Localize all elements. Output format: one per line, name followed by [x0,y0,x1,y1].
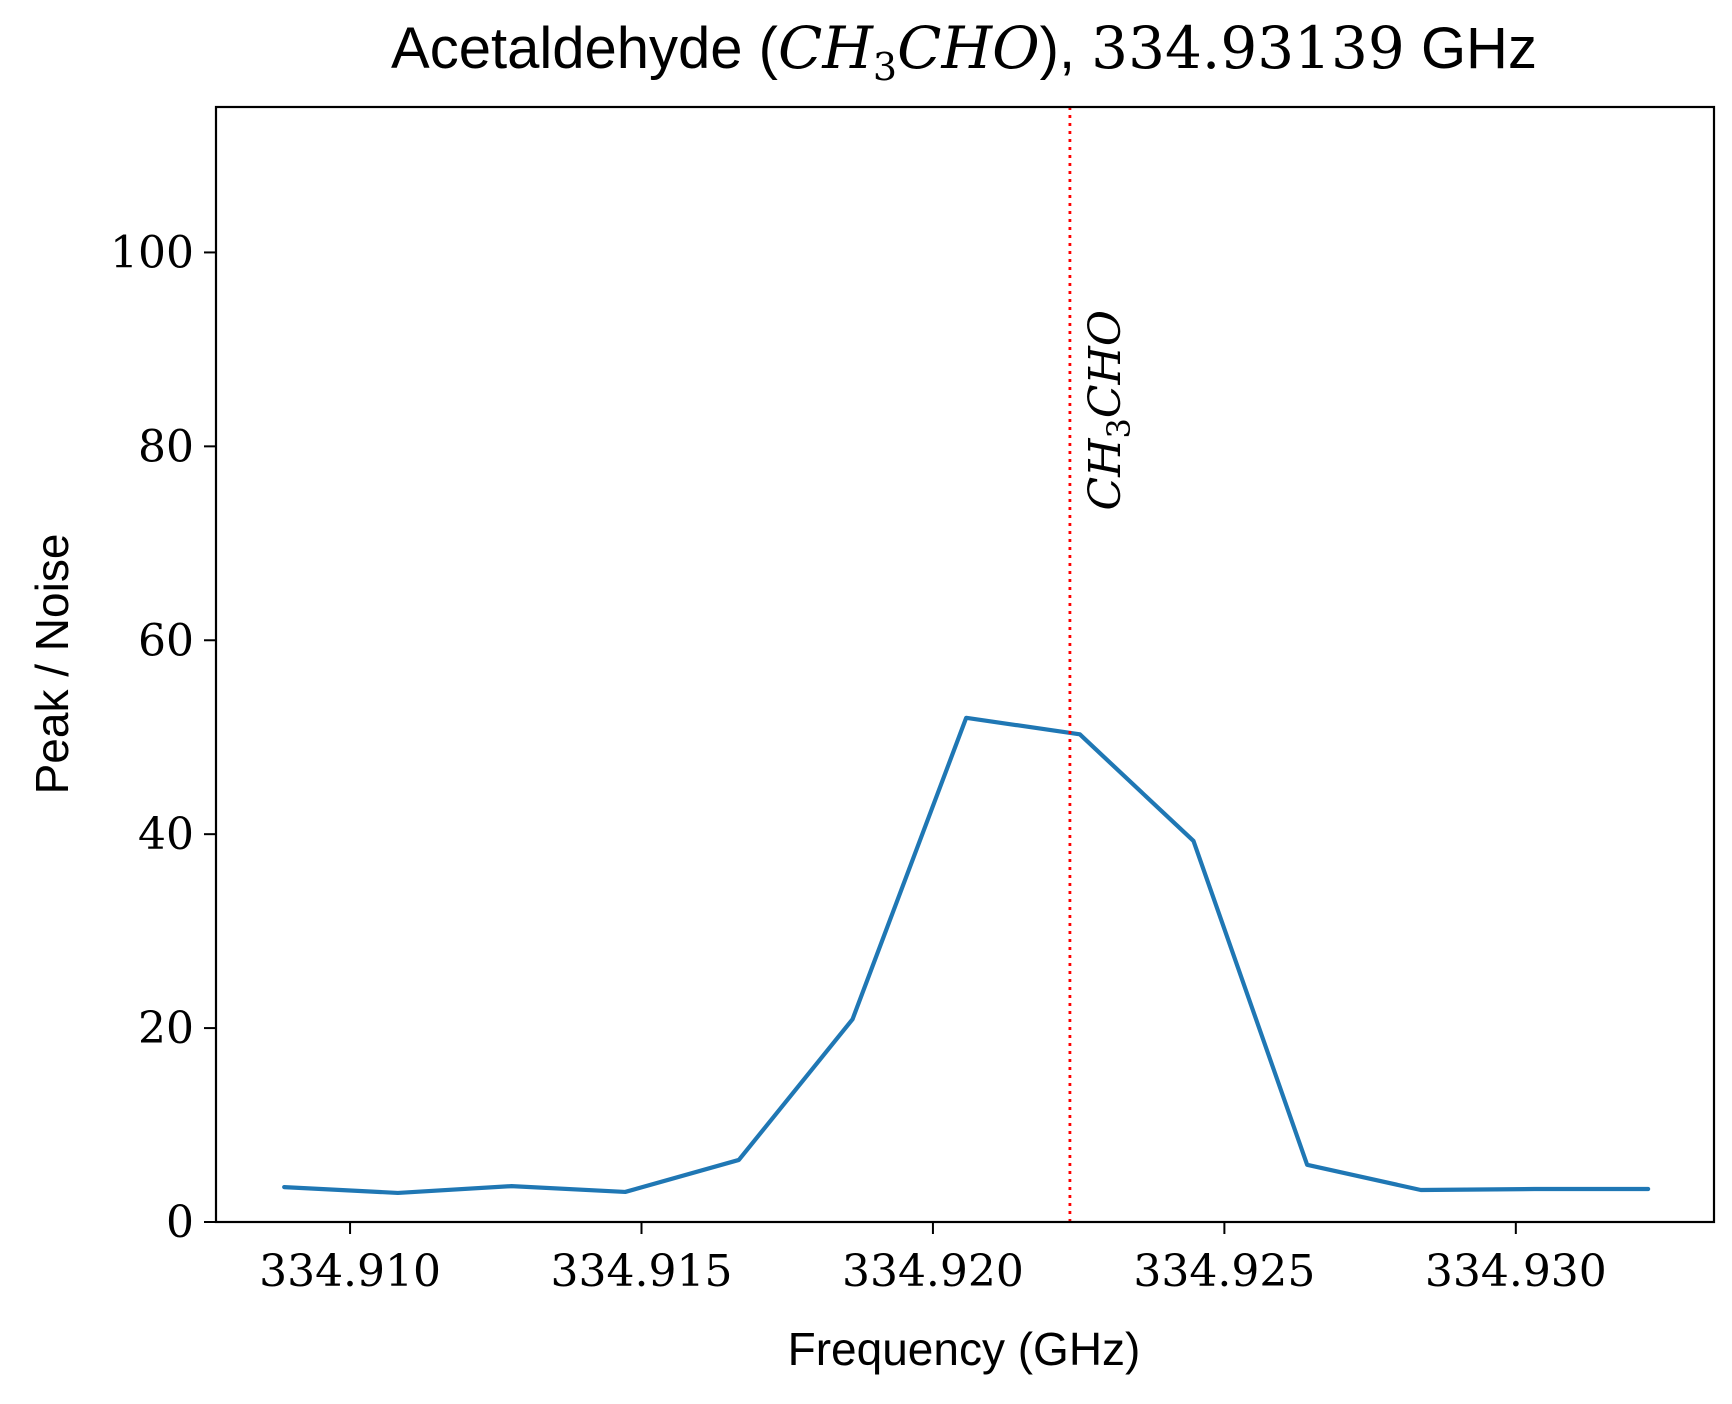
series-line-0 [282,715,1651,1196]
plot-frame [214,105,1716,1224]
y-tick-label: 40 [138,809,194,860]
marker-label-main: CH [1080,437,1131,511]
x-axis-label: Frequency (GHz) [788,1323,1141,1375]
title-prefix: Acetaldehyde ( [391,16,778,81]
x-tick-label: 334.920 [842,1246,1024,1297]
marker-label-rest: CHO [1080,310,1131,418]
x-tick-label: 334.925 [1133,1246,1315,1297]
molecule-marker-label: CH3CHO [1080,310,1138,511]
chart-title: Acetaldehyde (CH3CHO), 334.93139 GHz [391,14,1537,89]
x-tick-label: 334.930 [1425,1246,1607,1297]
y-axis-ticks: 0 20 40 60 80 100 [110,227,216,1248]
title-middle: ), [1040,16,1092,81]
y-tick-label: 60 [138,615,194,666]
y-tick-label: 20 [138,1003,194,1054]
title-formula-rest: CHO [897,14,1040,82]
title-frequency: 334.93139 [1091,14,1405,82]
y-tick-label: 100 [110,227,194,278]
title-unit: GHz [1405,16,1537,81]
x-tick-label: 334.915 [551,1246,733,1297]
title-formula-subscript: 3 [873,45,897,89]
title-formula: CH [778,14,874,82]
y-tick-label: 0 [166,1197,194,1248]
y-tick-label: 80 [138,421,194,472]
marker-label-subscript: 3 [1100,418,1138,438]
x-tick-label: 334.910 [259,1246,441,1297]
data-layer: CH3CHO [282,107,1651,1222]
y-axis-label: Peak / Noise [26,534,78,795]
x-axis-ticks: 334.910 334.915 334.920 334.925 334.930 [259,1222,1607,1297]
